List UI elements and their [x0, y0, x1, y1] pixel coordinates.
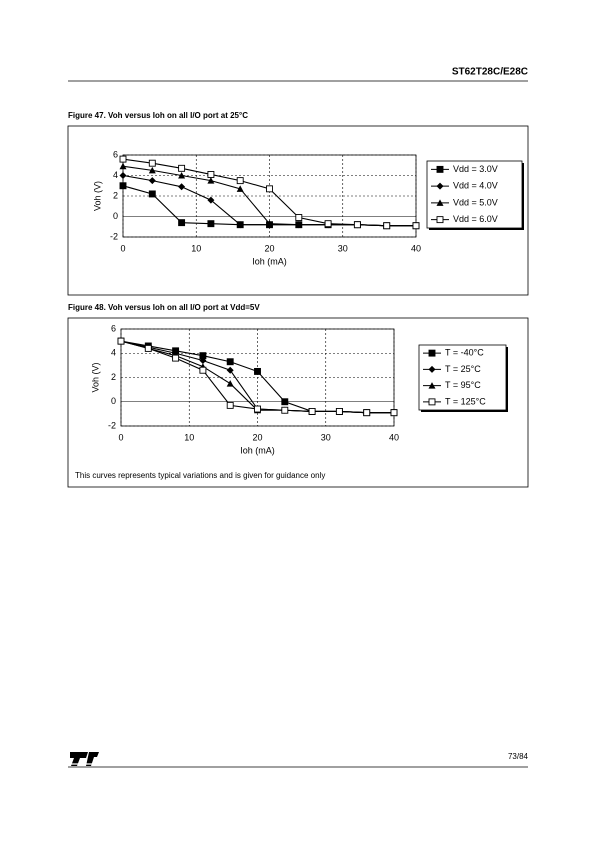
y-axis-label: Voh (V) [92, 181, 102, 211]
x-tick-label: 40 [411, 243, 421, 253]
marker [119, 155, 127, 163]
marker [308, 408, 316, 415]
legend-label: T = -40°C [445, 348, 484, 358]
marker [148, 166, 156, 174]
marker [383, 222, 391, 230]
marker [207, 177, 215, 184]
marker [266, 220, 273, 227]
marker [144, 344, 152, 352]
marker [436, 216, 444, 224]
marker [353, 221, 361, 229]
marker [428, 365, 436, 373]
marker [436, 199, 444, 206]
y-tick-label: -2 [110, 231, 118, 241]
marker [436, 165, 444, 173]
x-tick-label: 20 [252, 432, 262, 442]
marker [236, 177, 244, 185]
y-tick-label: 0 [113, 211, 118, 221]
marker [428, 398, 436, 406]
marker [148, 190, 156, 198]
legend-label: Vdd = 3.0V [453, 164, 498, 174]
marker [428, 382, 436, 389]
legend-label: Vdd = 4.0V [453, 181, 498, 191]
marker [295, 214, 303, 221]
figure-caption: Figure 48. Voh versus Ioh on all I/O por… [68, 303, 260, 312]
marker [390, 409, 398, 417]
y-tick-label: 2 [111, 372, 116, 382]
marker [226, 401, 234, 409]
legend-label: Vdd = 6.0V [453, 214, 498, 224]
marker [363, 409, 371, 417]
marker [178, 172, 186, 179]
x-tick-label: 30 [338, 243, 348, 253]
marker [281, 398, 289, 406]
marker [412, 222, 420, 230]
x-tick-label: 0 [120, 243, 125, 253]
legend-label: T = 95°C [445, 380, 481, 390]
marker [254, 405, 261, 413]
y-tick-label: 4 [113, 170, 118, 180]
marker [178, 219, 186, 227]
y-tick-label: 6 [111, 323, 116, 333]
x-tick-label: 10 [191, 243, 201, 253]
marker [428, 349, 436, 357]
figure-note: This curves represents typical variation… [75, 471, 325, 480]
y-tick-label: 6 [113, 149, 118, 159]
marker [148, 159, 156, 167]
marker [324, 220, 332, 228]
x-tick-label: 20 [264, 243, 274, 253]
marker [266, 185, 273, 193]
marker [226, 380, 234, 387]
st-logo [70, 752, 99, 766]
marker [199, 357, 207, 365]
x-tick-label: 10 [184, 432, 194, 442]
marker [117, 337, 125, 345]
marker [172, 354, 180, 362]
y-tick-label: -2 [108, 420, 116, 430]
y-axis-label: Voh (V) [90, 362, 100, 392]
marker [436, 182, 444, 190]
x-axis-label: Ioh (mA) [252, 256, 287, 266]
marker [236, 221, 244, 229]
marker [119, 172, 127, 179]
marker [295, 221, 303, 228]
marker [254, 367, 261, 375]
marker [335, 408, 343, 415]
marker [226, 358, 234, 366]
y-tick-label: 2 [113, 190, 118, 200]
marker [207, 196, 215, 204]
page-number: 73/84 [508, 752, 529, 761]
marker [281, 406, 289, 414]
header-title: ST62T28C/E28C [452, 67, 528, 78]
marker [207, 171, 215, 178]
marker [119, 182, 127, 190]
marker [199, 366, 207, 374]
x-tick-label: 0 [118, 432, 123, 442]
marker [226, 366, 234, 374]
marker [148, 177, 156, 185]
figure-caption: Figure 47. Voh versus Ioh on all I/O por… [68, 111, 248, 120]
marker [178, 183, 186, 191]
y-tick-label: 4 [111, 348, 116, 358]
legend-label: T = 125°C [445, 396, 486, 406]
y-tick-label: 0 [111, 396, 116, 406]
marker [178, 164, 186, 172]
legend-label: Vdd = 5.0V [453, 197, 498, 207]
marker [236, 185, 244, 192]
legend-label: T = 25°C [445, 364, 481, 374]
x-tick-label: 40 [389, 432, 399, 442]
x-tick-label: 30 [321, 432, 331, 442]
x-axis-label: Ioh (mA) [240, 445, 275, 455]
marker [207, 220, 215, 228]
marker [119, 162, 127, 170]
